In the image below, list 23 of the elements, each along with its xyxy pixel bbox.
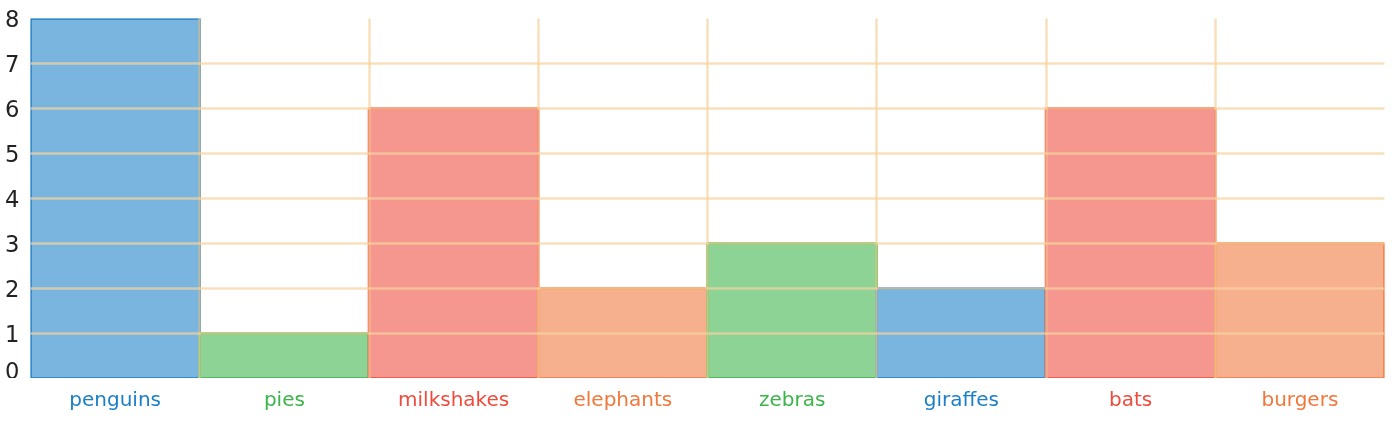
y-tick-label: 1 [5,321,20,347]
y-tick-label: 7 [5,51,20,77]
bar [537,287,709,378]
y-tick-label: 0 [5,357,20,384]
y-tick-label: 3 [5,231,20,257]
y-tick-label: 5 [5,141,20,167]
x-tick-label: penguins [69,386,161,411]
bar [875,287,1048,378]
x-tick-label: zebras [758,386,826,411]
y-tick-label: 2 [5,276,20,302]
y-tick-label: 6 [5,96,20,122]
bar [198,332,371,378]
x-tick-label: burgers [1261,386,1339,411]
x-tick-label: milkshakes [398,386,510,411]
x-tick-label: elephants [573,386,673,411]
x-tick-label: giraffes [923,386,999,411]
x-tick-label: bats [1109,386,1153,411]
bar [706,242,878,378]
y-tick-label: 4 [5,186,20,212]
bar [30,18,201,378]
bar [1214,242,1385,378]
x-tick-label: pies [263,386,305,411]
y-tick-label: 8 [5,6,20,32]
